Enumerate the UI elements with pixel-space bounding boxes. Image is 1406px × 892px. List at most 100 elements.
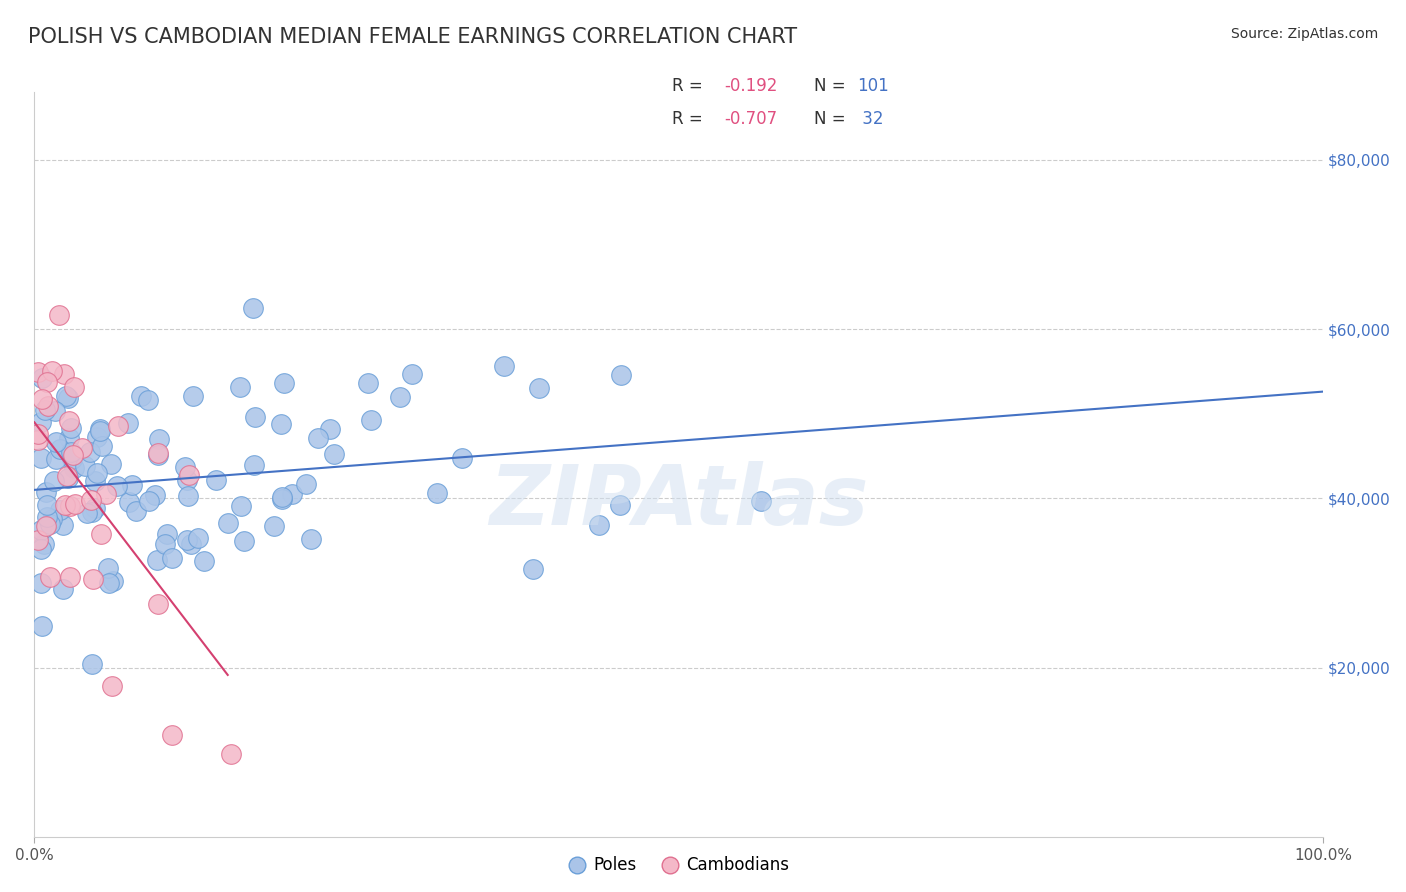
Poles <box>30 575 52 590</box>
Poles <box>588 517 610 532</box>
Text: POLISH VS CAMBODIAN MEDIAN FEMALE EARNINGS CORRELATION CHART: POLISH VS CAMBODIAN MEDIAN FEMALE EARNIN… <box>28 27 797 46</box>
Poles <box>205 473 228 487</box>
Cambodians <box>27 365 49 379</box>
Poles <box>125 504 148 518</box>
Poles <box>38 516 60 531</box>
Poles <box>180 537 202 551</box>
Poles <box>31 371 53 385</box>
Poles <box>177 488 200 502</box>
Poles <box>84 474 107 488</box>
Poles <box>63 461 86 475</box>
Poles <box>41 512 63 526</box>
Poles <box>271 491 294 506</box>
Text: N =: N = <box>814 110 851 128</box>
Poles <box>273 376 295 390</box>
Poles <box>131 389 153 403</box>
Poles <box>162 550 184 565</box>
Poles <box>299 532 322 546</box>
Cambodians <box>148 597 170 611</box>
Poles <box>522 562 544 576</box>
Poles <box>44 404 66 418</box>
Cambodians <box>39 570 62 584</box>
Text: N =: N = <box>814 77 851 95</box>
Poles <box>86 466 108 480</box>
Poles <box>263 518 285 533</box>
Poles <box>34 485 56 500</box>
Poles <box>117 416 139 430</box>
Poles <box>56 392 79 406</box>
Cambodians <box>70 441 93 455</box>
Text: -0.707: -0.707 <box>724 110 778 128</box>
Poles <box>84 501 107 516</box>
Poles <box>281 486 304 500</box>
Cambodians <box>35 376 58 390</box>
Poles <box>101 574 124 588</box>
Poles <box>73 458 96 473</box>
Cambodians <box>177 468 200 483</box>
Cambodians <box>80 492 103 507</box>
Poles <box>148 448 170 462</box>
Poles <box>156 527 179 541</box>
Poles <box>181 389 204 403</box>
Poles <box>90 439 112 453</box>
Poles <box>138 494 160 508</box>
Poles <box>401 367 423 381</box>
Cambodians <box>65 497 87 511</box>
Cambodians <box>219 747 242 761</box>
Poles <box>30 451 52 466</box>
Text: R =: R = <box>672 77 709 95</box>
Poles <box>59 421 82 435</box>
Poles <box>322 447 344 461</box>
Poles <box>148 432 170 446</box>
Poles <box>58 471 80 485</box>
Poles <box>76 506 98 520</box>
Cambodians <box>41 363 63 377</box>
Poles <box>34 403 56 417</box>
Poles <box>319 421 342 435</box>
Cambodians <box>101 679 124 693</box>
Text: -0.192: -0.192 <box>724 77 778 95</box>
Cambodians <box>63 380 86 394</box>
Poles <box>242 301 264 315</box>
Poles <box>270 417 292 431</box>
Poles <box>155 537 177 551</box>
Text: Source: ZipAtlas.com: Source: ZipAtlas.com <box>1230 27 1378 41</box>
Cambodians <box>82 572 104 586</box>
Cambodians <box>107 418 129 433</box>
Cambodians <box>94 487 117 501</box>
Poles <box>89 422 111 436</box>
Poles <box>30 523 52 537</box>
Cambodians <box>31 392 53 406</box>
Poles <box>232 534 254 549</box>
Poles <box>527 381 550 395</box>
Cambodians <box>59 570 82 584</box>
Poles <box>52 518 75 533</box>
Cambodians <box>162 728 184 742</box>
Poles <box>121 478 143 492</box>
Poles <box>100 457 122 471</box>
Poles <box>89 424 111 438</box>
Cambodians <box>90 527 112 541</box>
Poles <box>356 376 378 390</box>
Poles <box>295 477 318 491</box>
Cambodians <box>27 427 49 442</box>
Cambodians <box>58 414 80 428</box>
Poles <box>37 509 59 524</box>
Poles <box>176 533 198 547</box>
Poles <box>146 553 169 567</box>
Poles <box>82 657 104 672</box>
Cambodians <box>37 399 59 413</box>
Poles <box>389 390 412 404</box>
Poles <box>105 478 128 492</box>
Text: 101: 101 <box>856 77 889 95</box>
Poles <box>229 380 252 394</box>
Poles <box>173 460 195 475</box>
Text: ZIPAtlas: ZIPAtlas <box>489 461 869 542</box>
Poles <box>34 536 56 550</box>
Poles <box>143 488 166 502</box>
Cambodians <box>53 367 76 381</box>
Poles <box>242 458 264 473</box>
Cambodians <box>146 446 169 460</box>
Poles <box>49 442 72 456</box>
Cambodians <box>35 518 58 533</box>
